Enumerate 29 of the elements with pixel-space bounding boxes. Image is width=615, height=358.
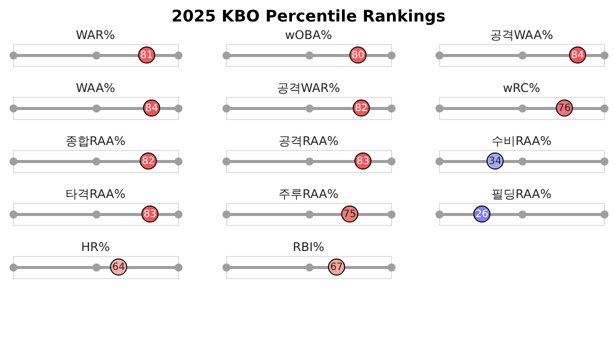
data-label: 83	[356, 156, 370, 167]
text: 2025 KBO Percentile Rankings	[171, 6, 446, 26]
text: HR%	[81, 240, 110, 254]
data-label: 82	[142, 156, 155, 167]
text: 주루RAA%	[278, 187, 339, 201]
data-label: 67	[330, 262, 343, 273]
data-label: 64	[112, 262, 125, 273]
text: wOBA%	[284, 28, 332, 42]
text: wRC%	[502, 81, 540, 95]
text: 필딩RAA%	[491, 187, 552, 201]
data-label: 81	[140, 50, 154, 61]
data-label: 82	[354, 103, 368, 114]
text: 타격RAA%	[65, 187, 126, 201]
text: WAR%	[76, 28, 116, 42]
data-label: 83	[144, 209, 156, 220]
data-label: 26	[476, 209, 488, 220]
text: 종합RAA%	[65, 134, 126, 148]
text: WAA%	[76, 81, 116, 95]
text: RBI%	[292, 240, 324, 254]
text: 공격RAA%	[278, 134, 339, 148]
text: 공격WAA%	[490, 28, 554, 42]
data-label: 75	[343, 209, 356, 220]
text: 공격WAR%	[276, 81, 340, 95]
data-label: 84	[571, 50, 584, 61]
data-label: 76	[558, 103, 571, 114]
data-label: 34	[488, 156, 502, 167]
data-label: 84	[145, 103, 158, 114]
data-label: 80	[352, 50, 364, 61]
text: 수비RAA%	[491, 134, 552, 148]
